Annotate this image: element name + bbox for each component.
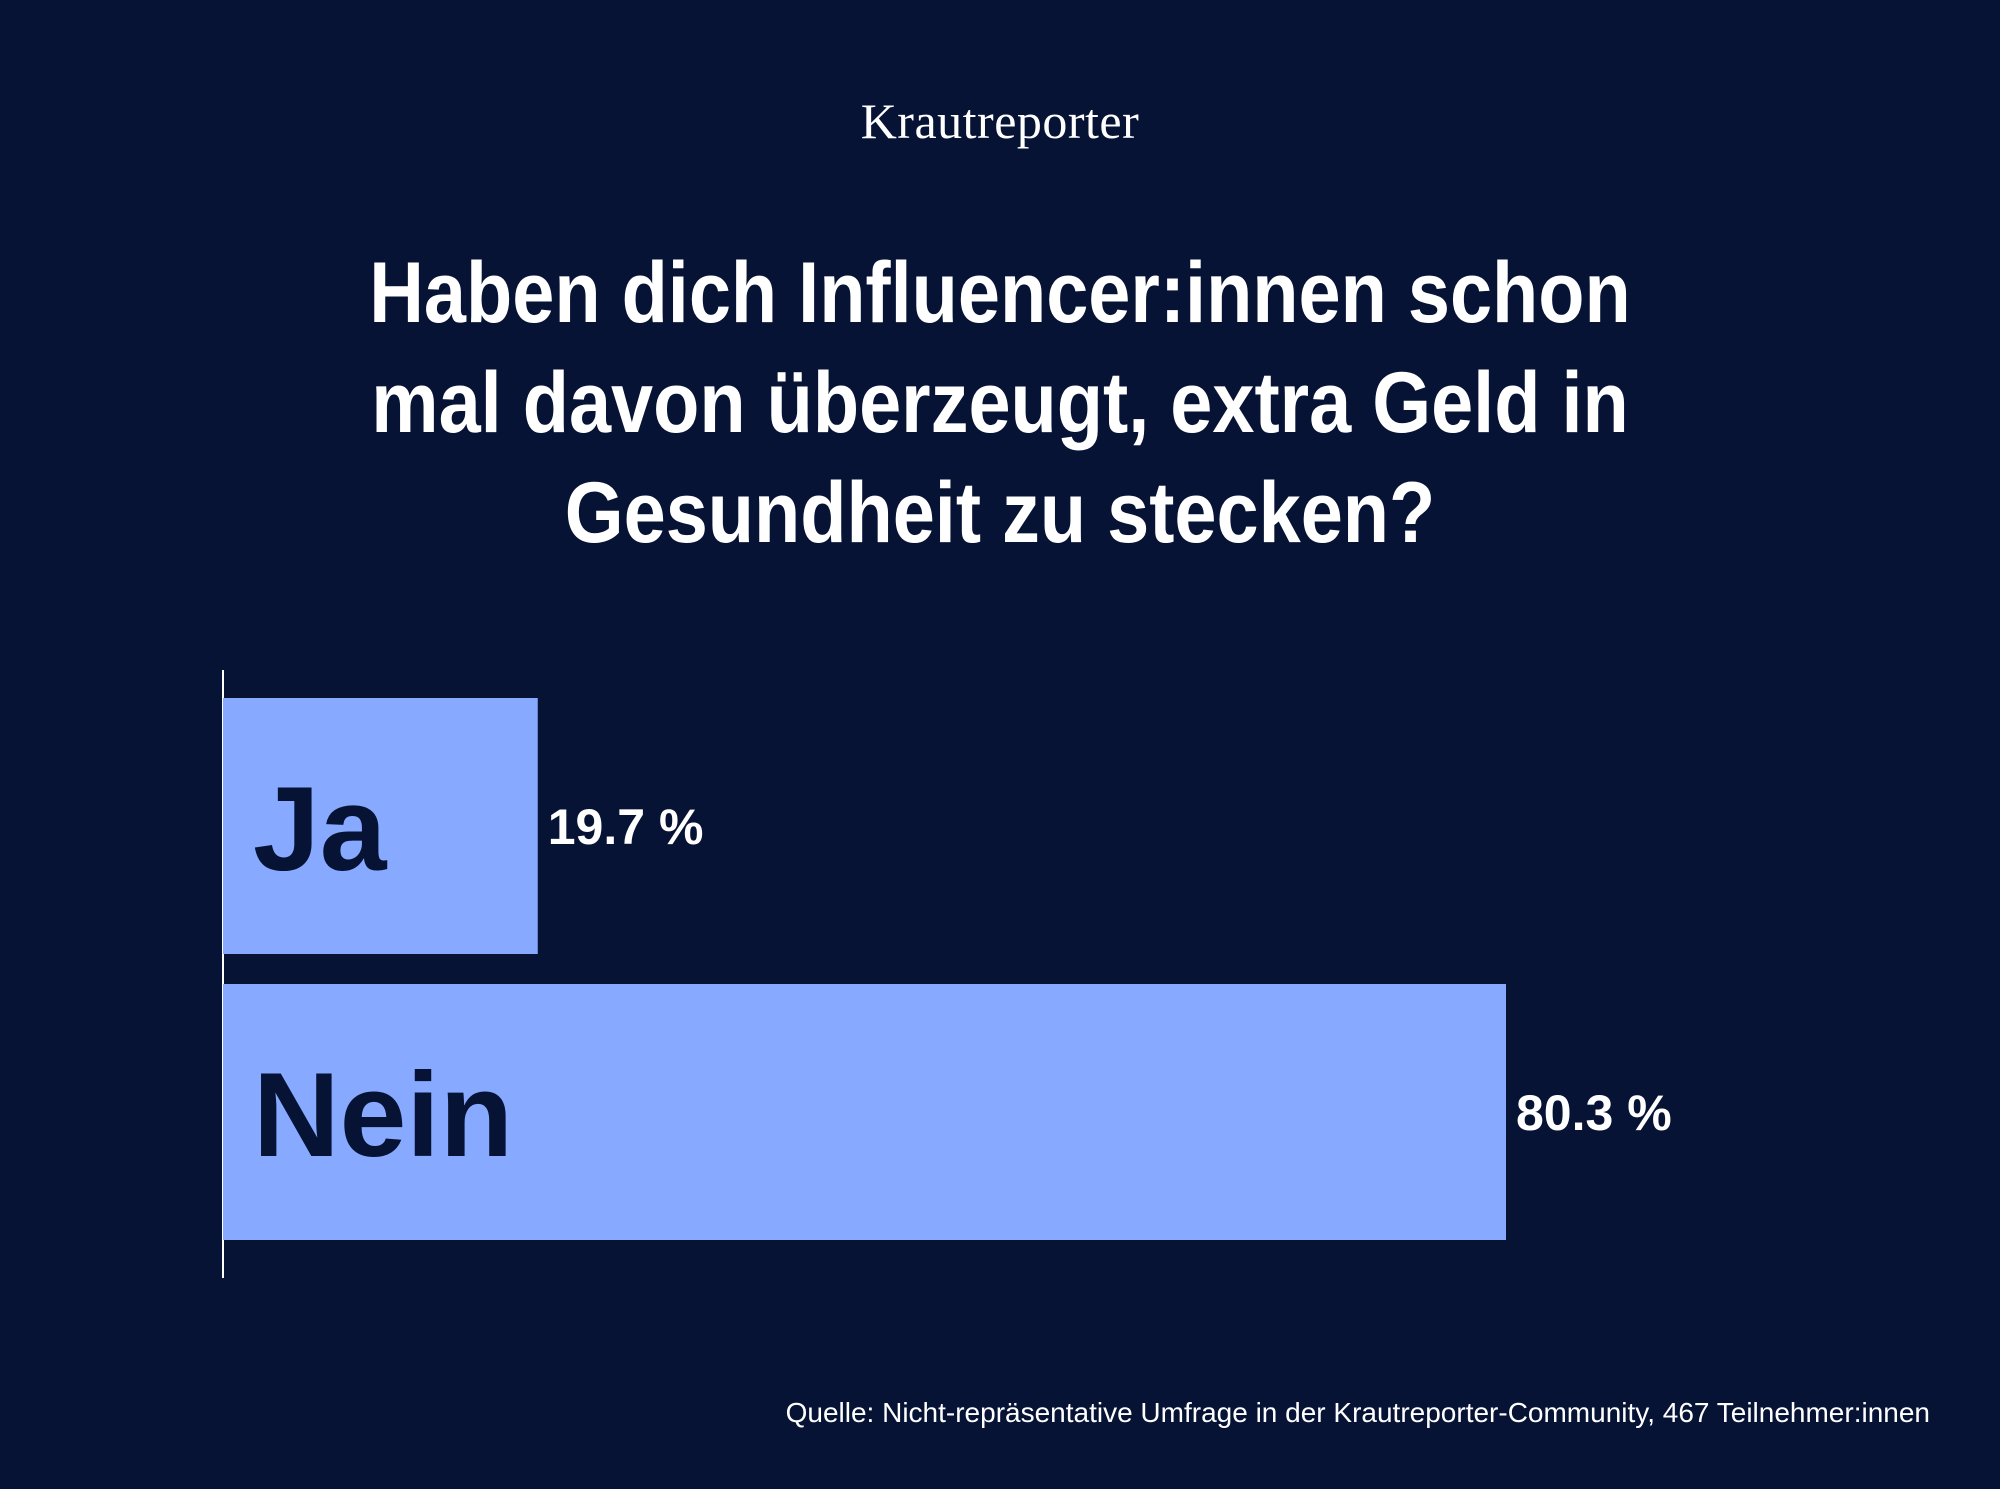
brand-logo: Krautreporter (860, 93, 1140, 149)
chart-title: Haben dich Influencer:innen schon mal da… (369, 245, 1631, 561)
source-note: Quelle: Nicht-repräsentative Umfrage in … (785, 1397, 1930, 1428)
bar-label-nein: Nein (253, 1048, 513, 1182)
bar-label-ja: Ja (253, 762, 388, 896)
bar-ja (223, 698, 538, 954)
bars-group: Ja 19.7 % Nein 80.3 % (223, 698, 1672, 1240)
value-label-nein: 80.3 % (1516, 1085, 1672, 1141)
bar-nein (223, 984, 1506, 1240)
value-label-ja: 19.7 % (548, 799, 704, 855)
